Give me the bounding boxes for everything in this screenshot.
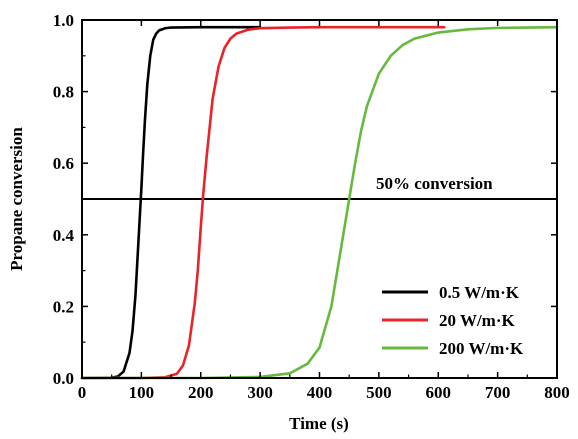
y-axis-title: Propane conversion (7, 127, 26, 271)
plot-content (80, 25, 559, 380)
legend-label-1: 0.5 W/m·K (439, 283, 520, 302)
x-tick-label: 700 (485, 383, 511, 402)
legend-label-2: 20 W/m·K (439, 311, 515, 330)
legend-label-3: 200 W/m·K (439, 339, 524, 358)
annotation-50-percent: 50% conversion (376, 174, 493, 193)
y-axis-ticks: 0.0 0.2 0.4 0.6 0.8 1.0 (53, 11, 557, 388)
y-tick-label: 0.2 (53, 297, 74, 316)
series-line-1 (80, 25, 262, 380)
x-tick-label: 500 (366, 383, 392, 402)
x-tick-label: 800 (544, 383, 570, 402)
x-tick-label: 300 (247, 383, 273, 402)
x-tick-label: 600 (426, 383, 452, 402)
y-tick-label: 0.4 (53, 226, 75, 245)
x-tick-label: 200 (188, 383, 214, 402)
y-tick-label: 1.0 (53, 11, 74, 30)
y-tick-label: 0.8 (53, 83, 74, 102)
x-tick-label: 400 (307, 383, 333, 402)
x-tick-label: 100 (129, 383, 155, 402)
series-line-2 (80, 25, 446, 380)
y-tick-label: 0.0 (53, 369, 74, 388)
legend: 0.5 W/m·K 20 W/m·K 200 W/m·K (382, 283, 524, 358)
y-tick-label: 0.6 (53, 154, 74, 173)
series-line-3 (80, 25, 559, 380)
x-axis-title: Time (s) (289, 414, 349, 433)
x-axis-ticks: 0 100 200 300 400 500 600 700 800 (78, 20, 570, 402)
x-tick-label: 0 (78, 383, 87, 402)
